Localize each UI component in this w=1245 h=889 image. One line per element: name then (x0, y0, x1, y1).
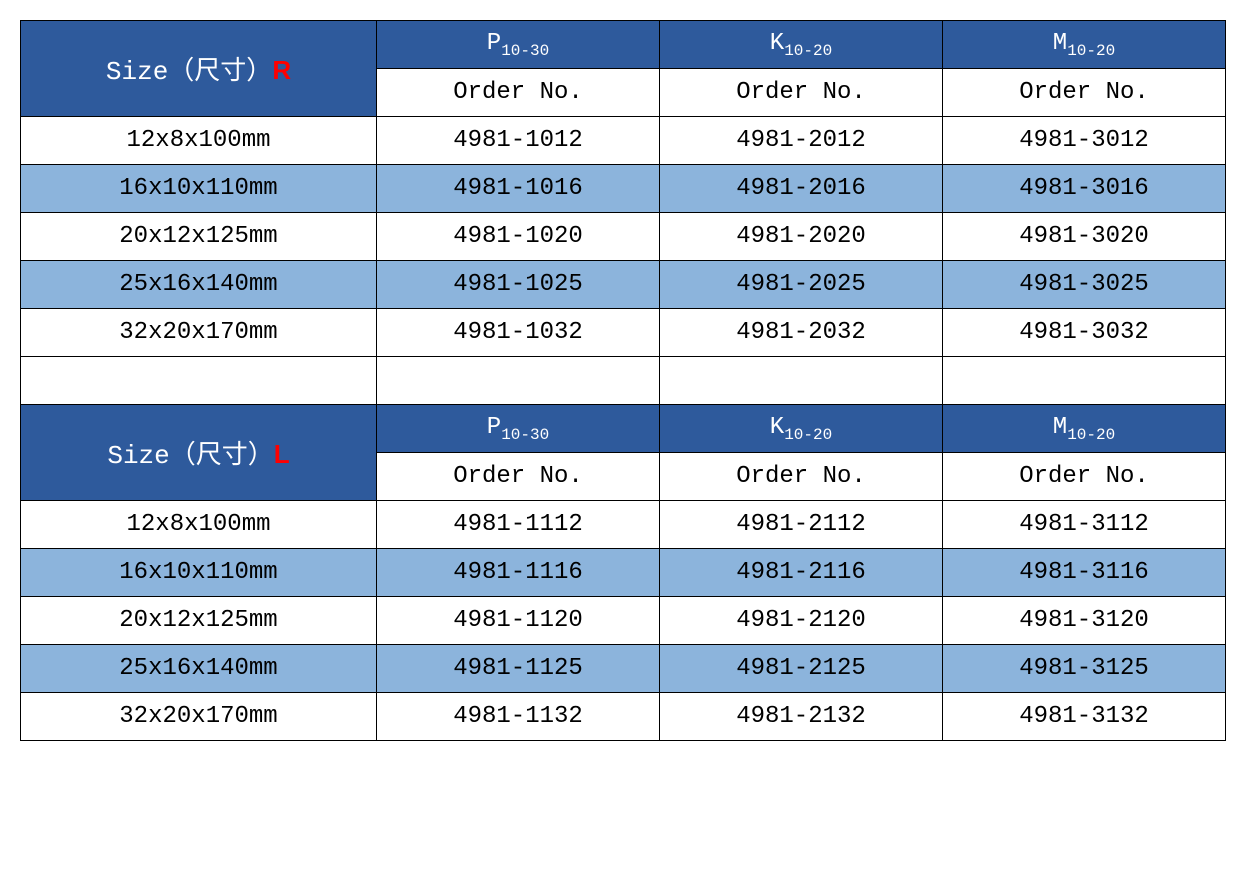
data-cell: 4981-1032 (377, 309, 660, 357)
data-cell: 4981-3112 (943, 501, 1226, 549)
table-row: 12x8x100mm 4981-1112 4981-2112 4981-3112 (21, 501, 1226, 549)
col-subheader: Order No. (660, 69, 943, 117)
data-cell: 4981-1125 (377, 645, 660, 693)
table-header-row: Size（尺寸）R P10-30 K10-20 M10-20 (21, 21, 1226, 69)
col-header-main: K (770, 414, 784, 441)
data-cell: 4981-3020 (943, 213, 1226, 261)
col-header: K10-20 (660, 21, 943, 69)
table-row: 32x20x170mm 4981-1032 4981-2032 4981-303… (21, 309, 1226, 357)
order-table: Size（尺寸）R P10-30 K10-20 M10-20 Order No.… (20, 20, 1226, 741)
table-row: 16x10x110mm 4981-1016 4981-2016 4981-301… (21, 165, 1226, 213)
data-cell: 4981-1120 (377, 597, 660, 645)
col-header-sub: 10-20 (784, 425, 832, 443)
data-cell: 4981-1025 (377, 261, 660, 309)
data-cell: 4981-2116 (660, 549, 943, 597)
data-cell: 4981-2025 (660, 261, 943, 309)
data-cell: 4981-3120 (943, 597, 1226, 645)
data-cell: 4981-2020 (660, 213, 943, 261)
col-header: M10-20 (943, 21, 1226, 69)
data-cell: 4981-3032 (943, 309, 1226, 357)
col-header-sub: 10-30 (501, 41, 549, 59)
data-cell: 4981-3125 (943, 645, 1226, 693)
size-header-suffix: L (274, 439, 290, 469)
spacer-cell (660, 357, 943, 405)
table-row: 32x20x170mm 4981-1132 4981-2132 4981-313… (21, 693, 1226, 741)
col-header-main: P (487, 30, 501, 57)
table-header-row: Size（尺寸）L P10-30 K10-20 M10-20 (21, 405, 1226, 453)
table-row: 20x12x125mm 4981-1020 4981-2020 4981-302… (21, 213, 1226, 261)
data-cell: 4981-2120 (660, 597, 943, 645)
data-cell: 4981-2132 (660, 693, 943, 741)
size-cell: 25x16x140mm (21, 645, 377, 693)
data-cell: 4981-2012 (660, 117, 943, 165)
data-cell: 4981-3025 (943, 261, 1226, 309)
table-row: 25x16x140mm 4981-1025 4981-2025 4981-302… (21, 261, 1226, 309)
spacer-cell (377, 357, 660, 405)
data-cell: 4981-3116 (943, 549, 1226, 597)
size-header-cell: Size（尺寸）L (21, 405, 377, 501)
size-header-prefix: Size（尺寸） (106, 57, 272, 87)
size-cell: 32x20x170mm (21, 693, 377, 741)
size-cell: 12x8x100mm (21, 501, 377, 549)
order-table-container: Size（尺寸）R P10-30 K10-20 M10-20 Order No.… (20, 20, 1225, 741)
col-header-sub: 10-30 (501, 425, 549, 443)
size-cell: 20x12x125mm (21, 213, 377, 261)
col-header: P10-30 (377, 21, 660, 69)
col-subheader: Order No. (377, 453, 660, 501)
data-cell: 4981-3016 (943, 165, 1226, 213)
spacer-cell (21, 357, 377, 405)
size-cell: 16x10x110mm (21, 165, 377, 213)
col-header-sub: 10-20 (1067, 425, 1115, 443)
data-cell: 4981-2125 (660, 645, 943, 693)
data-cell: 4981-3012 (943, 117, 1226, 165)
col-header: P10-30 (377, 405, 660, 453)
size-cell: 16x10x110mm (21, 549, 377, 597)
col-subheader: Order No. (377, 69, 660, 117)
spacer-row (21, 357, 1226, 405)
col-header-main: M (1053, 414, 1067, 441)
data-cell: 4981-1132 (377, 693, 660, 741)
size-header-suffix: R (272, 55, 291, 85)
data-cell: 4981-2016 (660, 165, 943, 213)
table-row: 16x10x110mm 4981-1116 4981-2116 4981-311… (21, 549, 1226, 597)
data-cell: 4981-1112 (377, 501, 660, 549)
data-cell: 4981-2112 (660, 501, 943, 549)
table-row: 25x16x140mm 4981-1125 4981-2125 4981-312… (21, 645, 1226, 693)
col-header-main: M (1053, 30, 1067, 57)
col-header-sub: 10-20 (1067, 41, 1115, 59)
data-cell: 4981-2032 (660, 309, 943, 357)
table-row: 20x12x125mm 4981-1120 4981-2120 4981-312… (21, 597, 1226, 645)
size-header-prefix: Size（尺寸） (107, 441, 273, 471)
data-cell: 4981-1016 (377, 165, 660, 213)
spacer-cell (943, 357, 1226, 405)
col-header: K10-20 (660, 405, 943, 453)
col-header-main: P (487, 414, 501, 441)
table-row: 12x8x100mm 4981-1012 4981-2012 4981-3012 (21, 117, 1226, 165)
col-header: M10-20 (943, 405, 1226, 453)
data-cell: 4981-1012 (377, 117, 660, 165)
size-cell: 25x16x140mm (21, 261, 377, 309)
col-subheader: Order No. (660, 453, 943, 501)
col-subheader: Order No. (943, 453, 1226, 501)
data-cell: 4981-1116 (377, 549, 660, 597)
size-header-cell: Size（尺寸）R (21, 21, 377, 117)
size-cell: 32x20x170mm (21, 309, 377, 357)
col-header-sub: 10-20 (784, 41, 832, 59)
data-cell: 4981-3132 (943, 693, 1226, 741)
size-cell: 20x12x125mm (21, 597, 377, 645)
col-header-main: K (770, 30, 784, 57)
data-cell: 4981-1020 (377, 213, 660, 261)
col-subheader: Order No. (943, 69, 1226, 117)
size-cell: 12x8x100mm (21, 117, 377, 165)
